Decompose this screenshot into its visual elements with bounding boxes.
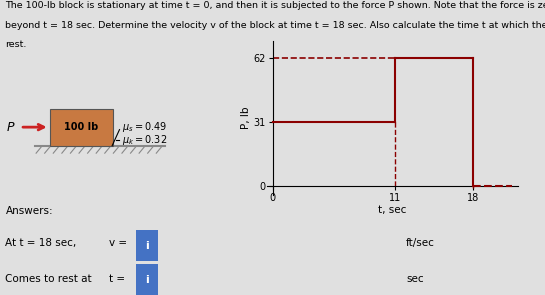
Y-axis label: P, lb: P, lb bbox=[240, 107, 251, 129]
Text: i: i bbox=[146, 275, 149, 284]
Text: rest.: rest. bbox=[5, 40, 27, 49]
Text: sec: sec bbox=[406, 274, 423, 284]
Text: $\mu_s = 0.49$: $\mu_s = 0.49$ bbox=[122, 120, 167, 134]
Text: t =: t = bbox=[109, 274, 125, 284]
Text: ft/sec: ft/sec bbox=[406, 238, 435, 248]
Text: The 100-lb block is stationary at time t = 0, and then it is subjected to the fo: The 100-lb block is stationary at time t… bbox=[5, 1, 545, 11]
X-axis label: t, sec: t, sec bbox=[378, 205, 407, 215]
Bar bbox=[50, 109, 113, 146]
Text: Comes to rest at: Comes to rest at bbox=[5, 274, 92, 284]
Text: Answers:: Answers: bbox=[5, 206, 53, 217]
Text: $\mu_k = 0.32$: $\mu_k = 0.32$ bbox=[122, 132, 167, 147]
Bar bbox=[136, 230, 159, 261]
Bar bbox=[136, 264, 159, 295]
Text: P: P bbox=[7, 121, 15, 134]
Text: beyond t = 18 sec. Determine the velocity v of the block at time t = 18 sec. Als: beyond t = 18 sec. Determine the velocit… bbox=[5, 21, 545, 30]
Text: i: i bbox=[146, 241, 149, 250]
Text: v =: v = bbox=[109, 238, 127, 248]
Text: 100 lb: 100 lb bbox=[64, 122, 99, 132]
Text: At t = 18 sec,: At t = 18 sec, bbox=[5, 238, 77, 248]
